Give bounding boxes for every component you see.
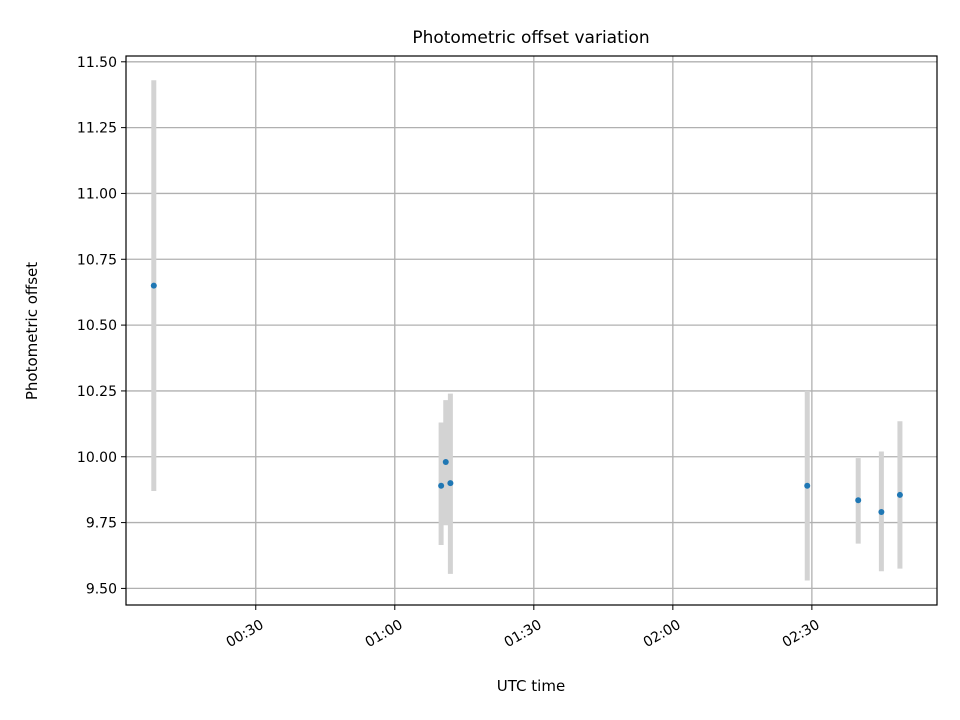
data-point — [878, 509, 885, 516]
x-axis-label: UTC time — [497, 677, 565, 695]
plot-frame — [125, 55, 938, 606]
y-tick-label: 9.50 — [86, 581, 117, 597]
grid — [126, 56, 937, 605]
y-tick-label: 11.50 — [77, 55, 117, 71]
data-points — [150, 282, 903, 516]
y-tick-label: 10.25 — [77, 384, 117, 400]
data-point — [855, 497, 862, 504]
data-point — [804, 482, 811, 489]
data-point — [438, 482, 445, 489]
y-tick-label: 11.25 — [77, 121, 117, 137]
chart-title: Photometric offset variation — [412, 28, 649, 48]
y-tick-label: 10.50 — [77, 318, 117, 334]
y-tick-label: 10.00 — [77, 450, 117, 466]
y-tick-label: 9.75 — [86, 516, 117, 532]
data-point — [150, 282, 157, 289]
y-axis-label: Photometric offset — [23, 262, 41, 400]
data-point — [442, 459, 449, 466]
y-tick-label: 10.75 — [77, 252, 117, 268]
data-point — [447, 480, 454, 487]
y-axis-ticks: 9.50 9.75 10.00 10.25 10.50 10.75 11.00 11.25 11… — [77, 55, 126, 597]
data-point — [896, 491, 903, 498]
y-tick-label: 11.00 — [77, 186, 117, 202]
